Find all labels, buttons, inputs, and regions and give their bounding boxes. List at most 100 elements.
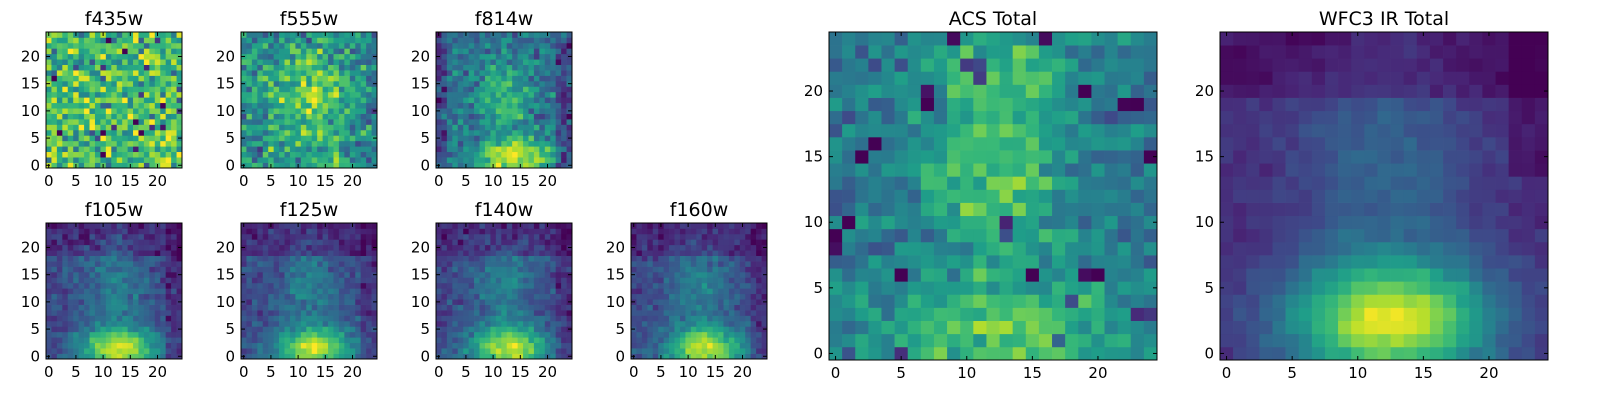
- heatmap-cell: [490, 86, 497, 93]
- heatmap-cell: [333, 315, 340, 322]
- heatmap-cell: [501, 75, 508, 82]
- heatmap-cell: [636, 310, 643, 316]
- heatmap-cell: [133, 320, 139, 327]
- heatmap-cell: [1117, 294, 1132, 308]
- y-tick-label: 20: [216, 47, 235, 65]
- heatmap-cell: [284, 59, 291, 65]
- heatmap-cell: [328, 239, 334, 246]
- heatmap-cell: [176, 320, 183, 327]
- heatmap-cell: [468, 271, 475, 278]
- heatmap-cell: [355, 42, 362, 49]
- heatmap-cell: [56, 239, 63, 246]
- heatmap-cell: [566, 102, 573, 109]
- heatmap-cell: [284, 162, 291, 169]
- heatmap-cell: [355, 348, 362, 354]
- heatmap-cell: [674, 261, 681, 267]
- heatmap-cell: [528, 271, 535, 278]
- heatmap-cell: [344, 102, 351, 109]
- heatmap-cell: [328, 337, 334, 344]
- heatmap-cell: [436, 233, 442, 240]
- heatmap-cell: [561, 151, 567, 158]
- heatmap-cell: [756, 315, 762, 322]
- heatmap-cell: [479, 75, 486, 82]
- heatmap-cell: [306, 80, 313, 87]
- heatmap-cell: [360, 135, 367, 142]
- heatmap-cell: [1130, 294, 1145, 308]
- heatmap-cell: [328, 59, 334, 65]
- heatmap-cell: [67, 75, 74, 82]
- heatmap-cell: [663, 315, 670, 322]
- heatmap-cell: [1091, 228, 1105, 243]
- heatmap-cell: [761, 261, 768, 267]
- heatmap-cell: [479, 80, 486, 87]
- heatmap-cell: [143, 233, 150, 240]
- heatmap-cell: [122, 129, 128, 136]
- heatmap-cell: [257, 320, 264, 327]
- heatmap-cell: [133, 233, 139, 240]
- heatmap-cell: [479, 255, 486, 262]
- heatmap-cell: [855, 346, 869, 361]
- heatmap-cell: [257, 342, 264, 349]
- heatmap-cell: [295, 315, 302, 322]
- heatmap-cell: [658, 348, 664, 354]
- heatmap-cell: [452, 293, 459, 300]
- heatmap-cell: [46, 124, 52, 131]
- heatmap-cell: [533, 42, 540, 49]
- heatmap-cell: [1143, 215, 1158, 230]
- heatmap-cell: [171, 59, 177, 65]
- heatmap-cell: [868, 333, 882, 348]
- heatmap-cell: [279, 80, 285, 87]
- heatmap-cell: [539, 59, 546, 65]
- heatmap-cell: [344, 315, 351, 322]
- heatmap-cell: [528, 75, 535, 82]
- heatmap-cell: [761, 239, 768, 246]
- heatmap-cell: [176, 315, 183, 322]
- heatmap-cell: [674, 304, 681, 311]
- heatmap-cell: [555, 113, 562, 120]
- heatmap-cell: [533, 59, 540, 65]
- heatmap-cell: [463, 299, 469, 305]
- heatmap-cell: [1012, 281, 1027, 295]
- heatmap-cell: [84, 32, 90, 38]
- heatmap-cell: [512, 80, 518, 87]
- heatmap-cell: [333, 353, 340, 360]
- heatmap-cell: [561, 331, 567, 338]
- heatmap-cell: [360, 261, 367, 267]
- heatmap-cell: [1117, 281, 1132, 295]
- heatmap-cell: [289, 277, 296, 284]
- heatmap-cell: [479, 337, 486, 344]
- heatmap-cell: [300, 315, 307, 322]
- heatmap-cell: [246, 337, 253, 344]
- heatmap-cell: [728, 223, 735, 229]
- heatmap-cell: [306, 293, 313, 300]
- heatmap-cell: [523, 250, 529, 256]
- heatmap-cell: [262, 277, 269, 284]
- heatmap-cell: [349, 42, 356, 49]
- heatmap-cell: [999, 241, 1014, 256]
- heatmap-cell: [712, 331, 719, 338]
- heatmap-cell: [171, 32, 177, 38]
- y-tick-label: 15: [21, 266, 40, 284]
- heatmap-cell: [284, 42, 291, 49]
- heatmap-cell: [501, 108, 508, 114]
- heatmap-cell: [143, 353, 150, 360]
- heatmap-cell: [289, 326, 296, 333]
- heatmap-cell: [311, 310, 318, 316]
- heatmap-cell: [322, 282, 329, 289]
- heatmap-cell: [295, 140, 302, 147]
- heatmap-cell: [441, 282, 448, 289]
- heatmap-cell: [512, 353, 518, 360]
- heatmap-cell: [750, 293, 757, 300]
- heatmap-cell: [484, 70, 491, 76]
- heatmap-cell: [484, 353, 491, 360]
- heatmap-cell: [761, 337, 768, 344]
- heatmap-cell: [446, 42, 453, 49]
- heatmap-cell: [750, 315, 757, 322]
- heatmap-cell: [371, 146, 378, 153]
- heatmap-cell: [690, 250, 697, 256]
- heatmap-cell: [734, 266, 741, 273]
- heatmap-cell: [105, 266, 112, 273]
- heatmap-cell: [829, 176, 843, 190]
- heatmap-cell: [306, 261, 313, 267]
